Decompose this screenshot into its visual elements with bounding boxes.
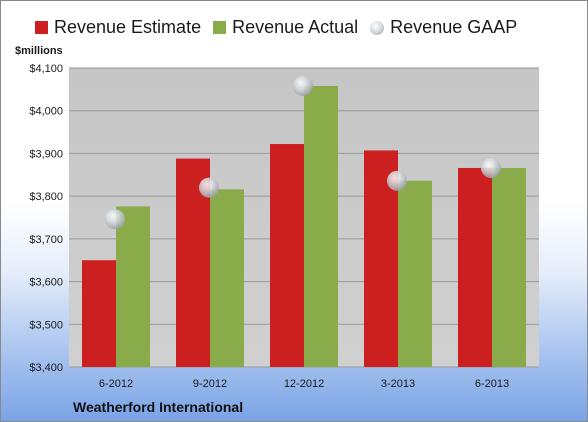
legend: Revenue Estimate Revenue Actual Revenue … [35, 17, 529, 38]
bar-actual [492, 167, 526, 367]
gaap-points [105, 75, 501, 230]
x-tick-label: 9-2012 [193, 378, 227, 390]
x-axis-ticks: 6-2012 9-2012 12-2012 3-2013 6-2013 [99, 378, 509, 390]
bar-actual [398, 180, 432, 367]
bar-actual [116, 206, 150, 367]
company-name: Weatherford International [73, 399, 244, 415]
y-tick-label: $3,800 [29, 191, 63, 203]
y-tick-label: $3,500 [29, 319, 63, 331]
y-tick-label: $4,000 [29, 106, 63, 118]
y-tick-label: $3,400 [29, 362, 63, 374]
point-gaap [481, 157, 501, 178]
legend-label-estimate: Revenue Estimate [54, 17, 202, 37]
point-gaap [293, 75, 313, 96]
y-axis-ticks: $3,400 $3,500 $3,600 $3,700 $3,800 $3,900 $4,0… [29, 63, 63, 374]
bar-estimate [270, 144, 304, 367]
point-gaap [387, 170, 407, 191]
y-tick-label: $3,700 [29, 234, 63, 246]
y-tick-label: $3,900 [29, 148, 63, 160]
bars [82, 85, 526, 367]
x-tick-label: 12-2012 [284, 378, 324, 390]
bar-estimate [458, 167, 492, 367]
bar-estimate [82, 260, 116, 367]
y-tick-label: $3,600 [29, 277, 63, 289]
y-axis-unit-label: $millions [15, 45, 63, 57]
legend-label-actual: Revenue Actual [232, 17, 359, 37]
point-gaap [199, 177, 219, 198]
x-tick-label: 6-2013 [475, 378, 509, 390]
y-tick-label: $4,100 [29, 63, 63, 75]
bar-actual [210, 189, 244, 367]
legend-marker-gaap [370, 20, 385, 35]
legend-swatch-estimate [35, 21, 48, 34]
legend-item-estimate: Revenue Estimate [35, 17, 201, 38]
legend-item-actual: Revenue Actual [213, 17, 358, 38]
legend-label-gaap: Revenue GAAP [390, 17, 518, 37]
x-tick-label: 3-2013 [381, 378, 415, 390]
legend-item-gaap: Revenue GAAP [370, 17, 517, 38]
point-gaap [105, 209, 125, 230]
x-tick-label: 6-2012 [99, 378, 133, 390]
bar-actual [304, 85, 338, 367]
legend-swatch-actual [213, 21, 227, 34]
